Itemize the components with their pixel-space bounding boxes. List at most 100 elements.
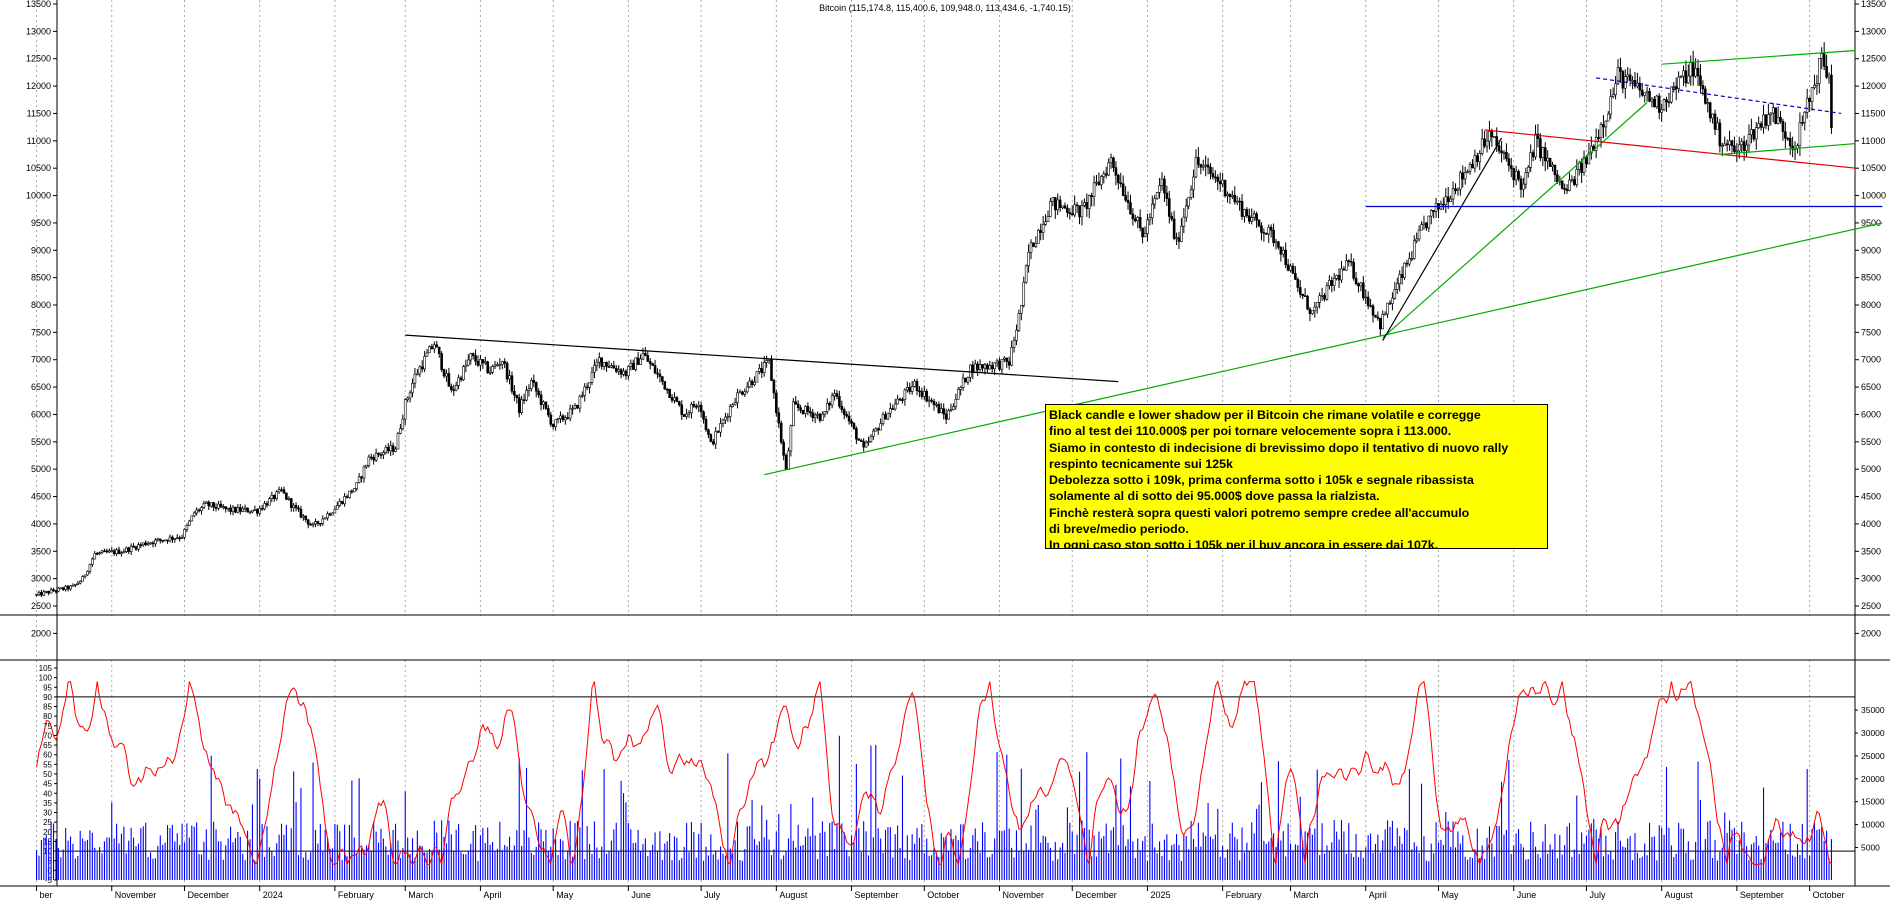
candle-body: [986, 364, 989, 370]
x-tick-label: July: [704, 890, 721, 900]
y-tick-label: 2500: [31, 601, 51, 611]
separator-band: [58, 616, 1854, 659]
candle-body: [158, 538, 162, 541]
candle-body: [258, 508, 262, 514]
candle-body: [188, 520, 191, 526]
candle-body: [568, 408, 572, 419]
candle-body: [1085, 202, 1089, 209]
candle-body: [1175, 237, 1178, 240]
candle-body: [1007, 361, 1011, 366]
candle-body: [161, 540, 164, 542]
candle-body: [69, 585, 72, 590]
candle-body: [631, 362, 635, 370]
candle-body: [1245, 209, 1249, 217]
candle-body: [600, 357, 604, 367]
candle-body: [1449, 198, 1452, 203]
candle-body: [1754, 127, 1758, 140]
candle-body: [833, 393, 836, 397]
candle-body: [508, 375, 511, 380]
candle-body: [1158, 185, 1161, 193]
candle-body: [1529, 152, 1532, 168]
candle-body: [459, 377, 463, 381]
candle-body: [1061, 205, 1064, 208]
candle-body: [714, 431, 718, 445]
candle-body: [959, 387, 962, 390]
candle-body: [413, 373, 417, 384]
candle-body: [1233, 194, 1237, 203]
candle-body: [971, 364, 975, 374]
candle-body: [1665, 99, 1668, 103]
candle-body: [1691, 62, 1695, 77]
ind-left-label: 105: [39, 664, 53, 673]
candle-body: [544, 401, 548, 409]
x-tick-label: November: [1002, 890, 1044, 900]
candle-body: [350, 490, 354, 493]
x-tick-label: September: [1740, 890, 1784, 900]
candle-body: [280, 489, 283, 491]
candle-body: [549, 414, 553, 425]
candle-body: [1648, 91, 1651, 102]
candle-body: [263, 503, 266, 510]
ind-left-label: 70: [43, 731, 52, 740]
candle-body: [711, 441, 715, 445]
candle-body: [782, 441, 785, 456]
candle-body: [709, 434, 713, 442]
candle-body: [452, 389, 456, 392]
candle-body: [348, 490, 351, 498]
candle-body: [433, 344, 436, 350]
candle-body: [260, 508, 264, 510]
candle-body: [673, 397, 676, 401]
candle-body: [115, 549, 118, 555]
candle-body: [1725, 143, 1729, 146]
candle-body: [1238, 200, 1241, 203]
candle-body: [1519, 178, 1523, 190]
candle-body: [1771, 107, 1775, 114]
candle-body: [1779, 117, 1782, 122]
candle-body: [1364, 296, 1368, 299]
x-tick-label: April: [483, 890, 501, 900]
candle-body: [1264, 233, 1268, 235]
y-tick-label: 7000: [31, 355, 51, 365]
candle-body: [1723, 143, 1727, 146]
candle-body: [1619, 67, 1622, 72]
y-tick-label: 3500: [1861, 546, 1881, 556]
candle-body: [430, 346, 434, 350]
candle-body: [1417, 229, 1421, 240]
candle-body: [294, 505, 298, 509]
candle-body: [1587, 152, 1591, 165]
candle-body: [1371, 305, 1375, 316]
ind-left-label: 95: [43, 683, 52, 692]
candle-body: [1403, 262, 1406, 278]
candle-body: [976, 363, 979, 370]
candle-body: [141, 542, 145, 546]
candle-body: [1645, 91, 1649, 94]
candle-body: [1473, 155, 1477, 169]
candle-body: [864, 442, 868, 448]
candle-body: [1277, 241, 1280, 248]
candle-body: [108, 550, 111, 553]
candle-body: [205, 501, 208, 504]
candle-body: [292, 505, 295, 508]
candle-body: [1226, 194, 1229, 197]
candle-body: [1228, 194, 1232, 197]
candle-body: [896, 398, 899, 405]
annotation-line: Debolezza sotto i 109k, prima conferma s…: [1049, 473, 1474, 488]
y-tick-label: 5500: [1861, 437, 1881, 447]
candle-body: [1531, 152, 1535, 158]
candle-body: [876, 428, 880, 431]
candle-body: [1585, 156, 1588, 165]
x-tick-label: February: [1226, 890, 1263, 900]
candle-body: [238, 507, 242, 512]
candle-body: [382, 452, 385, 456]
candle-body: [1655, 95, 1659, 108]
candle-body: [42, 591, 46, 596]
candle-body: [1313, 306, 1317, 312]
ind-right-label: 10000: [1861, 820, 1885, 830]
x-tick-label: November: [115, 890, 157, 900]
candle-body: [1369, 305, 1372, 307]
candle-body: [1568, 179, 1571, 191]
candle-body: [1036, 230, 1040, 244]
y-tick-label: 12000: [1861, 81, 1886, 91]
x-tick-label: December: [1075, 890, 1117, 900]
candle-body: [411, 382, 414, 394]
